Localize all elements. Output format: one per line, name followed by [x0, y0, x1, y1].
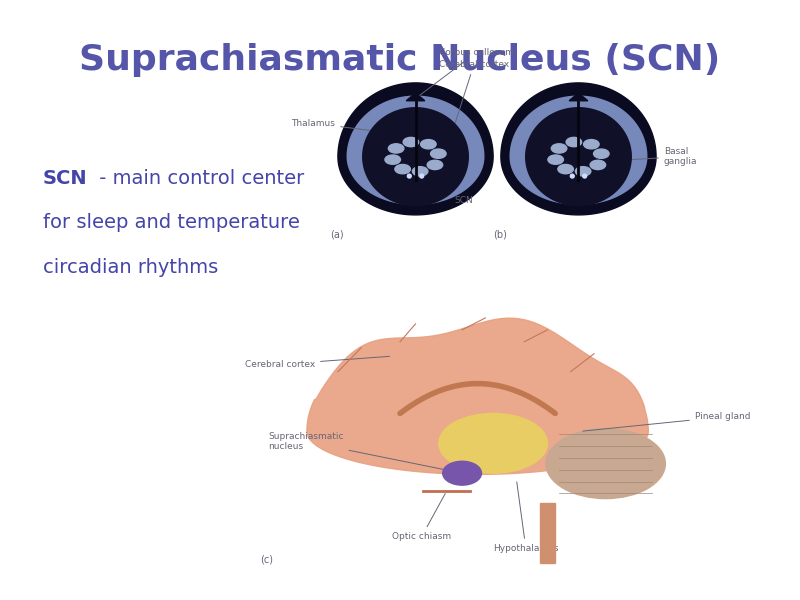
Polygon shape	[569, 93, 588, 101]
Polygon shape	[347, 96, 484, 205]
Text: Corpus callosum: Corpus callosum	[418, 48, 514, 97]
Polygon shape	[307, 318, 648, 475]
Text: Cerebral cortex: Cerebral cortex	[438, 60, 509, 123]
Text: Pineal gland: Pineal gland	[582, 412, 750, 431]
Polygon shape	[526, 108, 631, 206]
Text: Suprachiasmatic Nucleus (SCN): Suprachiasmatic Nucleus (SCN)	[79, 43, 721, 77]
Text: Suprachiasmatic
nucleus: Suprachiasmatic nucleus	[268, 432, 459, 473]
Polygon shape	[338, 83, 493, 215]
Text: Optic chiasm: Optic chiasm	[392, 494, 451, 541]
Ellipse shape	[403, 137, 418, 146]
Text: (c): (c)	[260, 555, 274, 565]
Ellipse shape	[395, 164, 410, 174]
Ellipse shape	[583, 140, 599, 149]
Polygon shape	[510, 96, 646, 205]
Ellipse shape	[407, 174, 411, 178]
Text: (b): (b)	[493, 229, 507, 239]
Polygon shape	[406, 93, 425, 101]
Polygon shape	[501, 83, 656, 215]
Text: Thalamus: Thalamus	[291, 119, 390, 133]
Text: Hypothalamus: Hypothalamus	[493, 482, 558, 553]
Text: Cerebral cortex: Cerebral cortex	[245, 356, 390, 369]
Text: (a): (a)	[330, 229, 344, 239]
Ellipse shape	[582, 174, 586, 178]
Ellipse shape	[566, 137, 582, 146]
Ellipse shape	[442, 461, 482, 485]
Ellipse shape	[420, 174, 424, 178]
Ellipse shape	[548, 155, 563, 164]
Text: for sleep and temperature: for sleep and temperature	[43, 214, 300, 232]
Ellipse shape	[421, 140, 436, 149]
Ellipse shape	[438, 413, 547, 473]
Ellipse shape	[427, 160, 442, 170]
Polygon shape	[540, 503, 555, 563]
Ellipse shape	[594, 149, 609, 158]
Ellipse shape	[551, 144, 567, 153]
Text: Basal
ganglia: Basal ganglia	[550, 147, 698, 166]
Ellipse shape	[575, 167, 591, 176]
Ellipse shape	[590, 160, 606, 170]
Ellipse shape	[546, 429, 666, 499]
Text: circadian rhythms: circadian rhythms	[43, 258, 218, 277]
Ellipse shape	[412, 167, 428, 176]
Ellipse shape	[388, 144, 404, 153]
Ellipse shape	[430, 149, 446, 158]
Text: SCN: SCN	[425, 178, 473, 205]
Ellipse shape	[570, 174, 574, 178]
Text: SCN: SCN	[43, 169, 88, 188]
Text: - main control center: - main control center	[94, 169, 305, 188]
Polygon shape	[362, 108, 468, 206]
Ellipse shape	[385, 155, 401, 164]
Ellipse shape	[558, 164, 574, 174]
